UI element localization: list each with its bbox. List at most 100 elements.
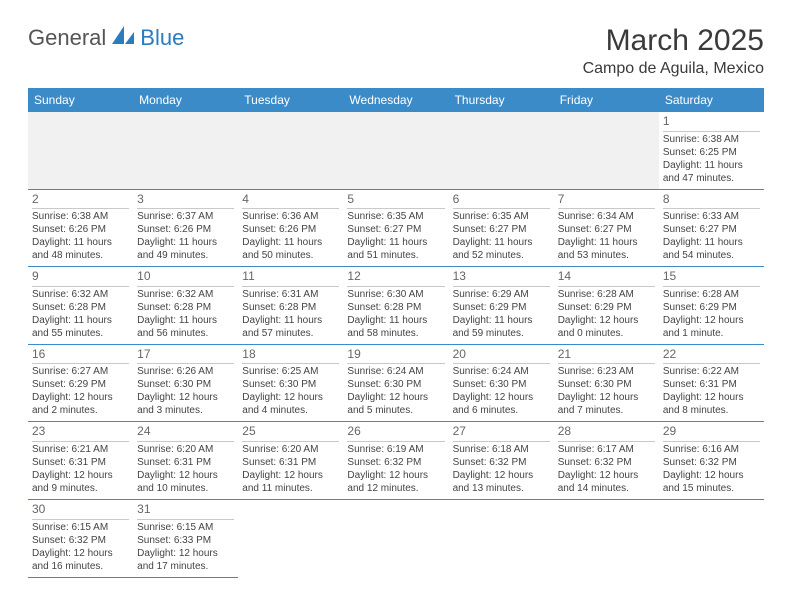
daylight1-text: Daylight: 12 hours <box>137 547 234 560</box>
sunset-text: Sunset: 6:27 PM <box>453 223 550 236</box>
sunrise-text: Sunrise: 6:30 AM <box>347 288 444 301</box>
sunset-text: Sunset: 6:28 PM <box>137 301 234 314</box>
day-number: 29 <box>663 424 760 442</box>
calendar-day-cell: 14Sunrise: 6:28 AMSunset: 6:29 PMDayligh… <box>554 267 659 345</box>
sunrise-text: Sunrise: 6:24 AM <box>453 365 550 378</box>
calendar-day-cell: 3Sunrise: 6:37 AMSunset: 6:26 PMDaylight… <box>133 189 238 267</box>
daylight1-text: Daylight: 12 hours <box>663 469 760 482</box>
daylight1-text: Daylight: 12 hours <box>242 391 339 404</box>
day-number: 14 <box>558 269 655 287</box>
day-number: 26 <box>347 424 444 442</box>
daylight2-text: and 49 minutes. <box>137 249 234 262</box>
title-block: March 2025 Campo de Aguila, Mexico <box>583 24 764 78</box>
day-number: 11 <box>242 269 339 287</box>
calendar-day-cell: 1Sunrise: 6:38 AMSunset: 6:25 PMDaylight… <box>659 112 764 189</box>
sunset-text: Sunset: 6:32 PM <box>347 456 444 469</box>
daylight2-text: and 3 minutes. <box>137 404 234 417</box>
daylight1-text: Daylight: 12 hours <box>32 547 129 560</box>
sunset-text: Sunset: 6:32 PM <box>558 456 655 469</box>
calendar-day-cell <box>449 499 554 577</box>
daylight2-text: and 2 minutes. <box>32 404 129 417</box>
calendar-day-cell <box>28 112 133 189</box>
daylight1-text: Daylight: 11 hours <box>137 236 234 249</box>
daylight1-text: Daylight: 12 hours <box>558 391 655 404</box>
sunrise-text: Sunrise: 6:18 AM <box>453 443 550 456</box>
sunset-text: Sunset: 6:28 PM <box>242 301 339 314</box>
sunset-text: Sunset: 6:26 PM <box>242 223 339 236</box>
daylight1-text: Daylight: 12 hours <box>347 391 444 404</box>
sunrise-text: Sunrise: 6:23 AM <box>558 365 655 378</box>
daylight2-text: and 56 minutes. <box>137 327 234 340</box>
calendar-day-cell <box>554 112 659 189</box>
calendar-day-cell: 5Sunrise: 6:35 AMSunset: 6:27 PMDaylight… <box>343 189 448 267</box>
sunset-text: Sunset: 6:25 PM <box>663 146 760 159</box>
sunrise-text: Sunrise: 6:37 AM <box>137 210 234 223</box>
day-number: 1 <box>663 114 760 132</box>
logo: General Blue <box>28 24 184 52</box>
day-number: 23 <box>32 424 129 442</box>
sunset-text: Sunset: 6:30 PM <box>242 378 339 391</box>
calendar-day-cell: 7Sunrise: 6:34 AMSunset: 6:27 PMDaylight… <box>554 189 659 267</box>
sunset-text: Sunset: 6:31 PM <box>663 378 760 391</box>
daylight1-text: Daylight: 11 hours <box>32 236 129 249</box>
calendar-day-cell: 24Sunrise: 6:20 AMSunset: 6:31 PMDayligh… <box>133 422 238 500</box>
daylight1-text: Daylight: 11 hours <box>347 314 444 327</box>
daylight2-text: and 5 minutes. <box>347 404 444 417</box>
day-number: 7 <box>558 192 655 210</box>
calendar-day-cell: 27Sunrise: 6:18 AMSunset: 6:32 PMDayligh… <box>449 422 554 500</box>
day-number: 15 <box>663 269 760 287</box>
sunset-text: Sunset: 6:28 PM <box>347 301 444 314</box>
calendar-day-cell: 31Sunrise: 6:15 AMSunset: 6:33 PMDayligh… <box>133 499 238 577</box>
calendar-day-cell <box>133 112 238 189</box>
sunset-text: Sunset: 6:29 PM <box>453 301 550 314</box>
day-number: 10 <box>137 269 234 287</box>
calendar-week-row: 9Sunrise: 6:32 AMSunset: 6:28 PMDaylight… <box>28 267 764 345</box>
calendar-day-cell <box>238 499 343 577</box>
daylight2-text: and 55 minutes. <box>32 327 129 340</box>
daylight1-text: Daylight: 12 hours <box>32 391 129 404</box>
day-number: 24 <box>137 424 234 442</box>
sunrise-text: Sunrise: 6:15 AM <box>137 521 234 534</box>
daylight2-text: and 6 minutes. <box>453 404 550 417</box>
page-header: General Blue March 2025 Campo de Aguila,… <box>28 24 764 78</box>
daylight1-text: Daylight: 11 hours <box>32 314 129 327</box>
day-number: 18 <box>242 347 339 365</box>
daylight2-text: and 53 minutes. <box>558 249 655 262</box>
calendar-day-cell: 21Sunrise: 6:23 AMSunset: 6:30 PMDayligh… <box>554 344 659 422</box>
sunset-text: Sunset: 6:32 PM <box>32 534 129 547</box>
daylight1-text: Daylight: 12 hours <box>663 391 760 404</box>
weekday-header: Tuesday <box>238 88 343 112</box>
daylight1-text: Daylight: 11 hours <box>663 236 760 249</box>
sunrise-text: Sunrise: 6:19 AM <box>347 443 444 456</box>
calendar-day-cell: 10Sunrise: 6:32 AMSunset: 6:28 PMDayligh… <box>133 267 238 345</box>
daylight1-text: Daylight: 12 hours <box>32 469 129 482</box>
daylight1-text: Daylight: 12 hours <box>663 314 760 327</box>
sunset-text: Sunset: 6:29 PM <box>558 301 655 314</box>
day-number: 28 <box>558 424 655 442</box>
sunrise-text: Sunrise: 6:35 AM <box>347 210 444 223</box>
weekday-header: Sunday <box>28 88 133 112</box>
sunrise-text: Sunrise: 6:28 AM <box>663 288 760 301</box>
daylight2-text: and 7 minutes. <box>558 404 655 417</box>
daylight2-text: and 8 minutes. <box>663 404 760 417</box>
sunrise-text: Sunrise: 6:24 AM <box>347 365 444 378</box>
daylight1-text: Daylight: 11 hours <box>663 159 760 172</box>
daylight1-text: Daylight: 12 hours <box>558 469 655 482</box>
sunset-text: Sunset: 6:31 PM <box>137 456 234 469</box>
logo-text-general: General <box>28 25 106 51</box>
calendar-day-cell: 19Sunrise: 6:24 AMSunset: 6:30 PMDayligh… <box>343 344 448 422</box>
daylight2-text: and 14 minutes. <box>558 482 655 495</box>
weekday-header: Thursday <box>449 88 554 112</box>
sunrise-text: Sunrise: 6:20 AM <box>137 443 234 456</box>
daylight2-text: and 48 minutes. <box>32 249 129 262</box>
calendar-day-cell: 23Sunrise: 6:21 AMSunset: 6:31 PMDayligh… <box>28 422 133 500</box>
daylight2-text: and 12 minutes. <box>347 482 444 495</box>
sunset-text: Sunset: 6:33 PM <box>137 534 234 547</box>
calendar-day-cell: 12Sunrise: 6:30 AMSunset: 6:28 PMDayligh… <box>343 267 448 345</box>
calendar-day-cell <box>554 499 659 577</box>
day-number: 4 <box>242 192 339 210</box>
sunset-text: Sunset: 6:26 PM <box>137 223 234 236</box>
calendar-header-row: SundayMondayTuesdayWednesdayThursdayFrid… <box>28 88 764 112</box>
calendar-week-row: 23Sunrise: 6:21 AMSunset: 6:31 PMDayligh… <box>28 422 764 500</box>
sunset-text: Sunset: 6:27 PM <box>558 223 655 236</box>
